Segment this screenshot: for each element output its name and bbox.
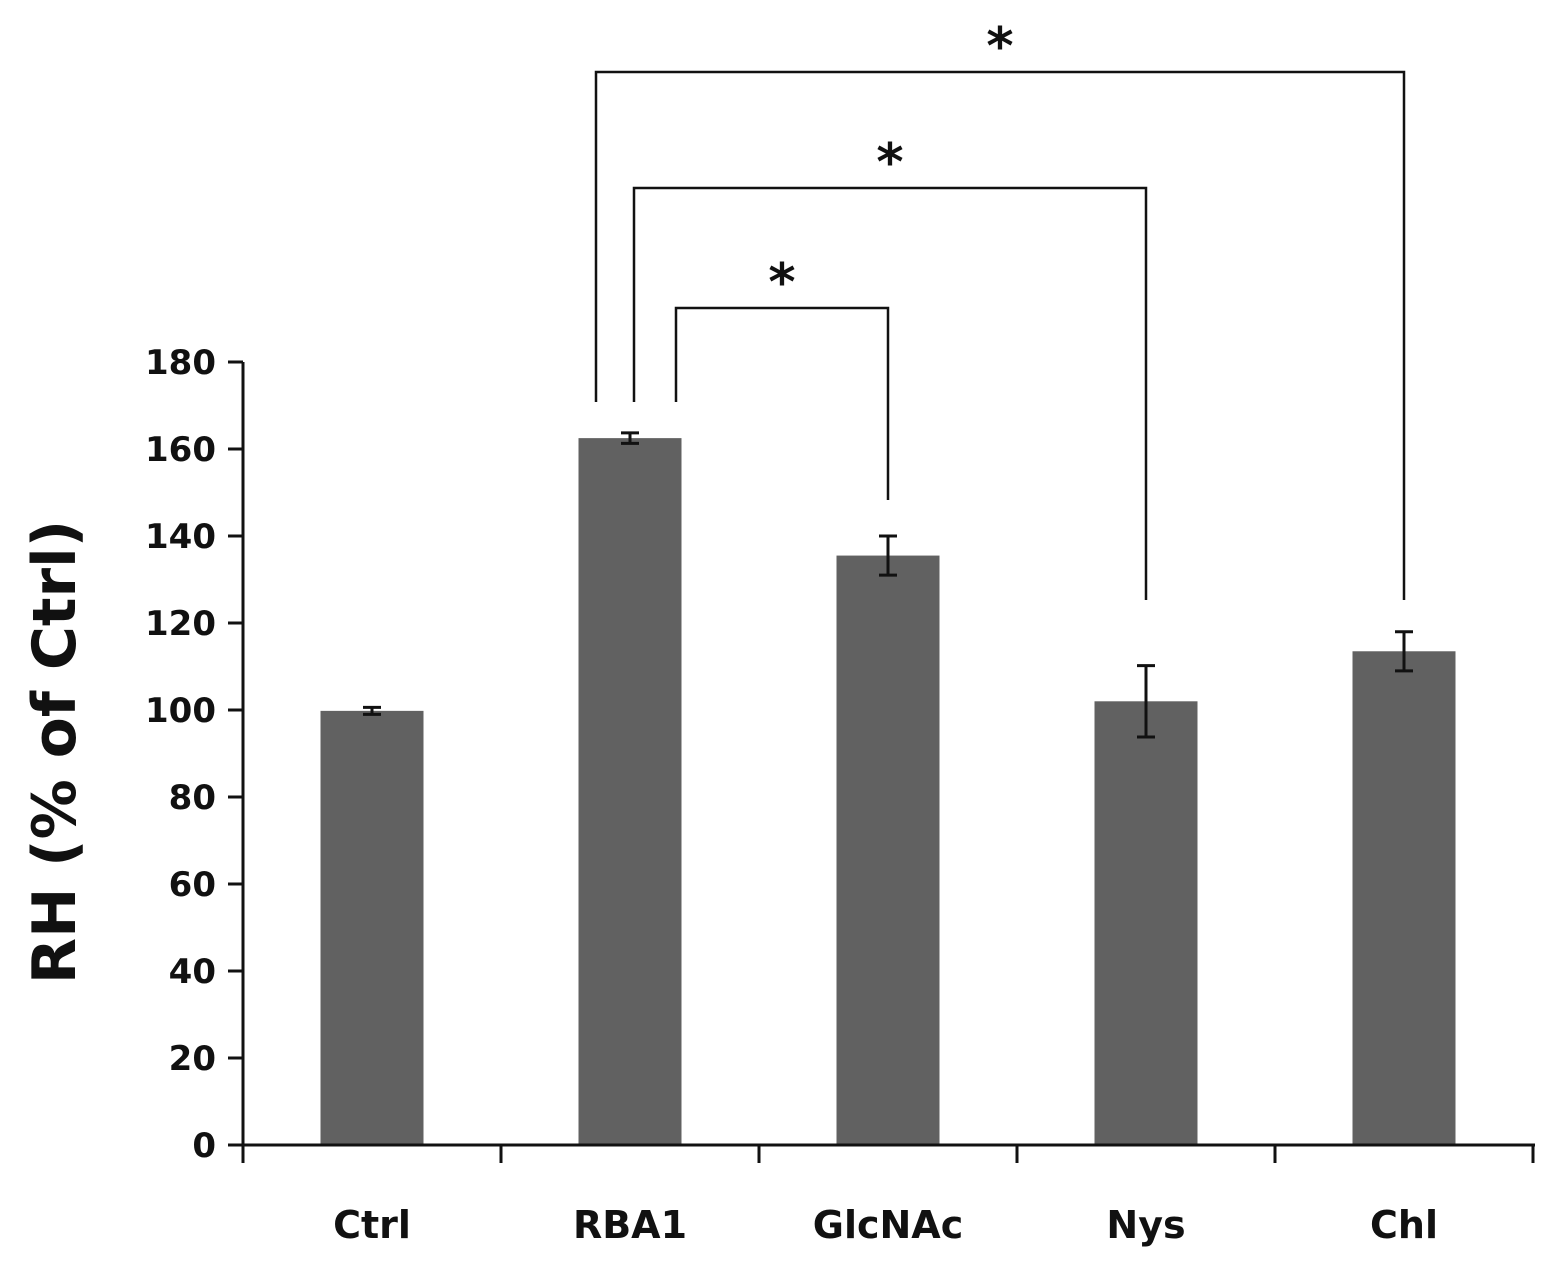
significance-bracket-rba1-nys: * [632,133,1148,600]
error-bar-ctrl [363,705,381,716]
significance-star: * [986,17,1013,77]
bar-ctrl [320,710,424,1145]
x-tick-label-rba1: RBA1 [573,1203,687,1247]
bars-layer [320,438,1456,1145]
y-tick-label: 0 [192,1126,216,1166]
y-tick-label: 40 [169,952,216,992]
significance-layer: * * * [594,17,1406,600]
error-bar-chl [1395,630,1413,673]
significance-bracket-line [594,70,1406,600]
bar-nys [1094,701,1198,1145]
significance-star: * [768,253,795,313]
bar-glcnac [836,555,940,1145]
y-tick-label: 140 [145,517,216,557]
y-tick-label: 100 [145,691,216,731]
significance-star: * [876,133,903,193]
y-tick-label: 120 [145,604,216,644]
error-bar-nys [1137,664,1155,739]
x-tick-label-glcnac: GlcNAc [813,1203,963,1247]
significance-bracket-rba1-chl: * [594,17,1406,600]
significance-bracket-rba1-glcnac: * [674,253,890,500]
bar-chl [1352,651,1456,1145]
y-tick-label: 60 [169,865,216,905]
y-tick-label: 80 [169,778,216,818]
axes-layer [228,362,1535,1147]
x-tick-label-nys: Nys [1106,1203,1185,1247]
y-tick-label: 160 [145,430,216,470]
error-bars-layer [363,431,1413,739]
y-ticks-layer: 0 20 40 60 80 100 120 140 160 180 [145,343,243,1166]
significance-bracket-line [674,306,890,500]
x-tick-label-chl: Chl [1370,1203,1438,1247]
y-tick-label: 180 [145,343,216,383]
x-tick-label-ctrl: Ctrl [333,1203,411,1247]
x-ticks-layer: Ctrl RBA1 GlcNAc Nys Chl [241,1145,1535,1247]
significance-bracket-line [632,186,1148,600]
y-axis-label: RH (% of Ctrl) [20,520,90,984]
error-bar-rba1 [621,431,639,445]
y-tick-label: 20 [169,1039,216,1079]
bar-rba1 [578,438,682,1145]
error-bar-glcnac [879,534,897,577]
